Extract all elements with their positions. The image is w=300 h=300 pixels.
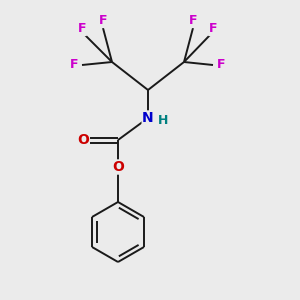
Text: O: O [112,160,124,174]
Text: F: F [70,58,78,71]
Text: H: H [158,115,168,128]
Text: F: F [217,58,225,71]
Text: F: F [209,22,217,35]
Text: N: N [142,111,154,125]
Text: F: F [99,14,107,28]
Text: F: F [78,22,86,35]
Text: F: F [189,14,197,28]
Text: O: O [77,133,89,147]
